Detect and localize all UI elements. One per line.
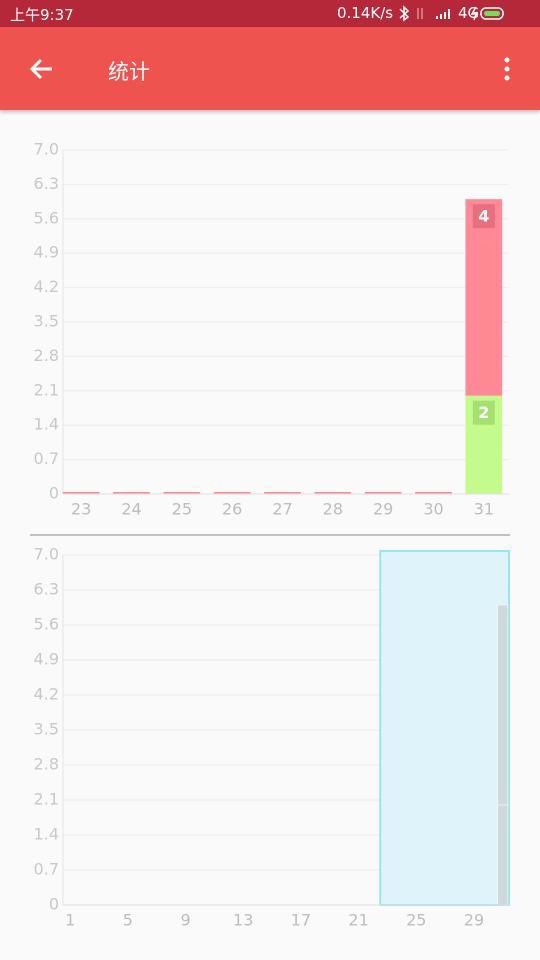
y-tick-label: 0.7 <box>34 449 59 468</box>
y-tick-label: 3.5 <box>34 312 59 331</box>
bar <box>113 492 150 494</box>
x-tick-label: 1 <box>65 911 75 930</box>
bar <box>213 492 251 494</box>
net-speed: 0.14K/s <box>337 4 394 22</box>
y-tick-label: 4.9 <box>34 243 59 262</box>
y-tick-label: 3.5 <box>34 720 59 739</box>
y-tick-label: 5.6 <box>34 208 59 227</box>
bar <box>415 492 452 494</box>
brush-window <box>379 550 510 906</box>
y-tick-label: 0.7 <box>34 860 59 879</box>
bar <box>465 199 503 396</box>
y-tick-label: 4.2 <box>34 277 59 296</box>
app-title: 统计 <box>108 60 150 84</box>
y-tick-label: 2.1 <box>34 380 59 399</box>
y-tick-label: 2.8 <box>34 755 59 774</box>
y-tick-label: 7.0 <box>34 140 59 159</box>
time: 上午9:37 <box>10 6 74 24</box>
bar <box>314 492 352 494</box>
y-tick-label: 0 <box>49 895 59 914</box>
value-label-bg <box>472 400 495 425</box>
app-bar: 统计 <box>0 27 540 110</box>
back-button[interactable] <box>28 55 56 83</box>
y-tick-label: 5.6 <box>34 615 59 634</box>
x-tick-label: 9 <box>180 911 190 930</box>
bar <box>497 604 509 806</box>
y-tick-label: 2.8 <box>34 346 59 365</box>
network: 4G <box>458 4 480 22</box>
value-label: 2 <box>478 403 489 422</box>
y-tick-label: 6.3 <box>34 174 59 193</box>
x-tick-label: 30 <box>423 500 443 519</box>
y-tick-label: 2.1 <box>34 790 59 809</box>
y-tick-label: 1.4 <box>34 415 59 434</box>
status-bar: 上午9:37 0.14K/s 4G <box>0 0 540 27</box>
status-icons <box>399 5 504 22</box>
x-tick-label: 23 <box>71 500 91 519</box>
x-tick-label: 31 <box>474 500 494 519</box>
bar <box>264 492 301 494</box>
y-tick-label: 7.0 <box>34 545 59 564</box>
value-label-bg <box>472 204 495 229</box>
y-tick-label: 4.9 <box>34 650 59 669</box>
x-tick-label: 17 <box>291 911 311 930</box>
x-tick-label: 29 <box>373 500 393 519</box>
more-menu[interactable] <box>500 55 514 83</box>
bar <box>62 492 100 494</box>
x-tick-label: 13 <box>233 911 253 930</box>
bar <box>497 804 509 906</box>
bar <box>163 492 201 494</box>
x-tick-label: 21 <box>348 911 368 930</box>
x-tick-label: 27 <box>272 500 292 519</box>
x-tick-label: 25 <box>406 911 426 930</box>
y-tick-label: 0 <box>49 484 59 503</box>
x-tick-label: 5 <box>123 911 133 930</box>
x-tick-label: 29 <box>464 911 484 930</box>
value-label: 4 <box>478 207 489 226</box>
x-tick-label: 25 <box>172 500 192 519</box>
x-tick-label: 24 <box>121 500 141 519</box>
bar <box>364 492 402 494</box>
x-tick-label: 28 <box>323 500 343 519</box>
x-tick-label: 26 <box>222 500 242 519</box>
charts: 00.71.42.12.83.54.24.95.66.37.023 24 25 26 2… <box>30 140 510 930</box>
y-tick-label: 1.4 <box>34 825 59 844</box>
y-tick-label: 6.3 <box>34 580 59 599</box>
y-tick-label: 4.2 <box>34 685 59 704</box>
